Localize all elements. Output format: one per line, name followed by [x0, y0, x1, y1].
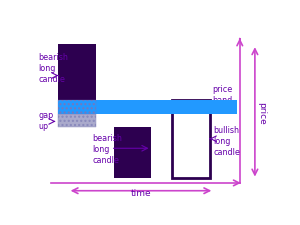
Text: bullish
long
candle: bullish long candle [213, 126, 240, 157]
Text: bearish
long
candle: bearish long candle [92, 134, 122, 165]
Bar [58, 100, 96, 114]
Text: bearish
long
candle: bearish long candle [39, 53, 68, 84]
Bar [114, 128, 152, 178]
Text: gap
up: gap up [39, 110, 54, 130]
Bar [58, 114, 96, 128]
Bar [58, 100, 238, 114]
Text: price
band: price band [212, 85, 232, 105]
Bar [58, 44, 96, 114]
Text: time: time [131, 189, 151, 198]
Bar [172, 100, 210, 178]
Text: price: price [257, 102, 266, 125]
